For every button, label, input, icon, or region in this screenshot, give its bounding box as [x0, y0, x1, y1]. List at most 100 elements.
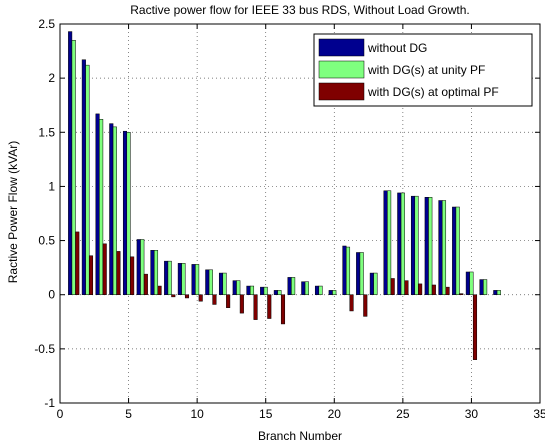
bar-optimal-pf	[445, 286, 450, 295]
bar-without-dg	[95, 113, 100, 295]
bar-without-dg	[246, 285, 251, 295]
bar-marks	[68, 31, 501, 360]
bar-unity-pf	[112, 126, 117, 295]
bar-unity-pf	[195, 264, 200, 295]
bar-without-dg	[81, 59, 86, 295]
bar-unity-pf	[318, 285, 323, 295]
bar-without-dg	[397, 192, 402, 295]
bar-optimal-pf	[363, 294, 368, 317]
bar-unity-pf	[236, 280, 241, 295]
bar-unity-pf	[387, 190, 392, 295]
bar-unity-pf	[208, 269, 213, 295]
legend-swatch-unity-pf	[318, 60, 365, 79]
bar-without-dg	[218, 272, 224, 295]
bar-without-dg	[424, 197, 429, 295]
bar-without-dg	[68, 31, 73, 295]
bar-optimal-pf	[472, 294, 478, 360]
bar-without-dg	[479, 279, 484, 295]
legend-label-without-dg: without DG	[367, 41, 427, 55]
bar-unity-pf	[126, 132, 131, 295]
axis-ticks: 0 5 10 15 20 25 30 35 -1 -0.5 0 0.5 1 1.5 2 2.5	[34, 17, 545, 421]
bar-without-dg	[465, 271, 470, 295]
bar-unity-pf	[441, 200, 447, 295]
legend-swatch-without-dg	[318, 38, 365, 57]
y-tick-label: 2.5	[38, 17, 55, 31]
bar-unity-pf	[181, 263, 186, 295]
y-tick-label: 0	[48, 288, 55, 302]
bar-without-dg	[342, 245, 347, 295]
bar-unity-pf	[249, 285, 255, 295]
bar-without-dg	[260, 286, 265, 295]
bar-optimal-pf	[184, 294, 190, 299]
x-tick-label: 5	[125, 407, 132, 421]
bar-unity-pf	[71, 39, 76, 295]
bar-unity-pf	[140, 239, 145, 295]
bar-optimal-pf	[212, 294, 217, 305]
bar-without-dg	[314, 285, 320, 295]
x-tick-label: 0	[57, 407, 64, 421]
bar-without-dg	[191, 264, 196, 295]
bar-optimal-pf	[267, 294, 272, 319]
bar-unity-pf	[400, 192, 405, 295]
bar-unity-pf	[345, 246, 351, 295]
bar-without-dg	[301, 281, 306, 295]
bar-unity-pf	[332, 290, 337, 295]
bar-unity-pf	[483, 279, 488, 295]
bar-optimal-pf	[198, 294, 203, 302]
y-tick-label: 0.5	[38, 234, 55, 248]
bar-unity-pf	[428, 197, 433, 295]
x-tick-label: 30	[465, 407, 479, 421]
y-tick-label: 1.5	[38, 125, 55, 139]
bar-unity-pf	[99, 119, 104, 295]
bar-unity-pf	[277, 290, 282, 295]
x-tick-label: 20	[328, 407, 342, 421]
bar-optimal-pf	[88, 255, 94, 295]
y-axis-label: Ractive Power Flow (kVAr)	[6, 141, 20, 283]
bar-unity-pf	[222, 272, 227, 295]
y-tick-label: 1	[48, 179, 55, 193]
bar-optimal-pf	[171, 294, 176, 298]
bar-unity-pf	[469, 271, 474, 295]
bar-without-dg	[122, 130, 128, 295]
bar-unity-pf	[153, 250, 159, 295]
legend-label-unity-pf: with DG(s) at unity PF	[367, 63, 485, 77]
bar-without-dg	[452, 206, 457, 295]
y-tick-label: -0.5	[34, 342, 55, 356]
bar-optimal-pf	[116, 251, 121, 295]
bar-without-dg	[177, 263, 182, 295]
bar-without-dg	[150, 250, 155, 295]
x-axis-label: Branch Number	[258, 429, 342, 443]
bar-without-dg	[493, 290, 498, 295]
bar-unity-pf	[455, 206, 460, 295]
legend: without DG with DG(s) at unity PF with D…	[313, 33, 533, 107]
bar-unity-pf	[85, 64, 90, 295]
bar-optimal-pf	[349, 294, 354, 312]
bar-optimal-pf	[102, 243, 107, 295]
bar-optimal-pf	[280, 294, 286, 325]
bar-without-dg	[410, 195, 416, 295]
bar-without-dg	[369, 272, 374, 295]
bar-unity-pf	[359, 252, 364, 295]
bar-optimal-pf	[226, 294, 231, 308]
x-tick-label: 25	[396, 407, 410, 421]
bar-optimal-pf	[157, 285, 162, 295]
bar-unity-pf	[373, 272, 378, 295]
bar-without-dg	[328, 290, 333, 295]
x-tick-label: 10	[190, 407, 204, 421]
bar-unity-pf	[414, 195, 419, 295]
bar-without-dg	[136, 239, 141, 295]
y-tick-label: 2	[48, 71, 55, 85]
x-tick-label: 35	[533, 407, 545, 421]
x-tick-label: 15	[259, 407, 273, 421]
bar-optimal-pf	[130, 256, 135, 295]
bar-without-dg	[273, 290, 278, 295]
legend-swatch-optimal-pf	[318, 82, 365, 101]
bar-optimal-pf	[75, 231, 80, 295]
bar-without-dg	[232, 280, 237, 295]
bar-optimal-pf	[253, 294, 258, 320]
bar-without-dg	[356, 252, 361, 295]
bar-without-dg	[164, 260, 169, 295]
bar-optimal-pf	[239, 294, 244, 314]
bar-unity-pf	[167, 260, 172, 295]
